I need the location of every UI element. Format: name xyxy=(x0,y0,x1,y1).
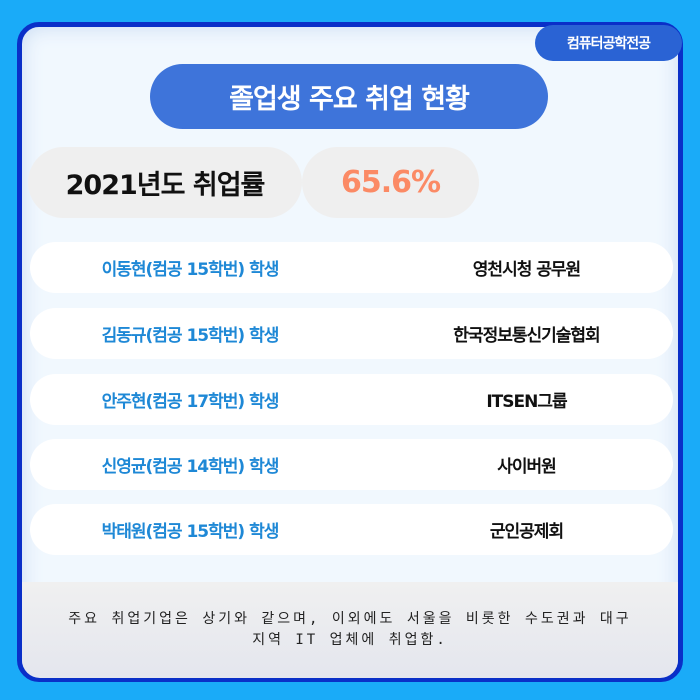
company: 군인공제회 xyxy=(489,522,564,542)
list-item: 신영균(컴공 14학번) 학생 사이버원 xyxy=(30,439,673,490)
company: 한국정보통신기술협회 xyxy=(453,326,600,346)
company: ITSEN그룹 xyxy=(486,392,567,412)
student-name: 이동현(컴공 15학번) 학생 xyxy=(101,260,280,280)
student-name: 박태원(컴공 15학번) 학생 xyxy=(101,522,280,542)
company: 사이버원 xyxy=(497,457,557,477)
rate-label: 2021년도 취업률 xyxy=(28,147,302,218)
department-badge: 컴퓨터공학전공 xyxy=(535,25,682,61)
footnote: 주요 취업기업은 상기와 같으며, 이외에도 서울을 비롯한 수도권과 대구 지… xyxy=(22,582,678,678)
company: 영천시청 공무원 xyxy=(472,260,581,280)
list-item: 박태원(컴공 15학번) 학생 군인공제회 xyxy=(30,504,673,555)
list-item: 김동규(컴공 15학번) 학생 한국정보통신기술협회 xyxy=(30,308,673,359)
student-name: 신영균(컴공 14학번) 학생 xyxy=(101,457,280,477)
list-item: 안주현(컴공 17학번) 학생 ITSEN그룹 xyxy=(30,374,673,425)
rate-value: 65.6% xyxy=(302,147,479,218)
student-name: 안주현(컴공 17학번) 학생 xyxy=(101,392,280,412)
page-title: 졸업생 주요 취업 현황 xyxy=(150,64,548,129)
list-item: 이동현(컴공 15학번) 학생 영천시청 공무원 xyxy=(30,242,673,293)
student-name: 김동규(컴공 15학번) 학생 xyxy=(101,326,280,346)
